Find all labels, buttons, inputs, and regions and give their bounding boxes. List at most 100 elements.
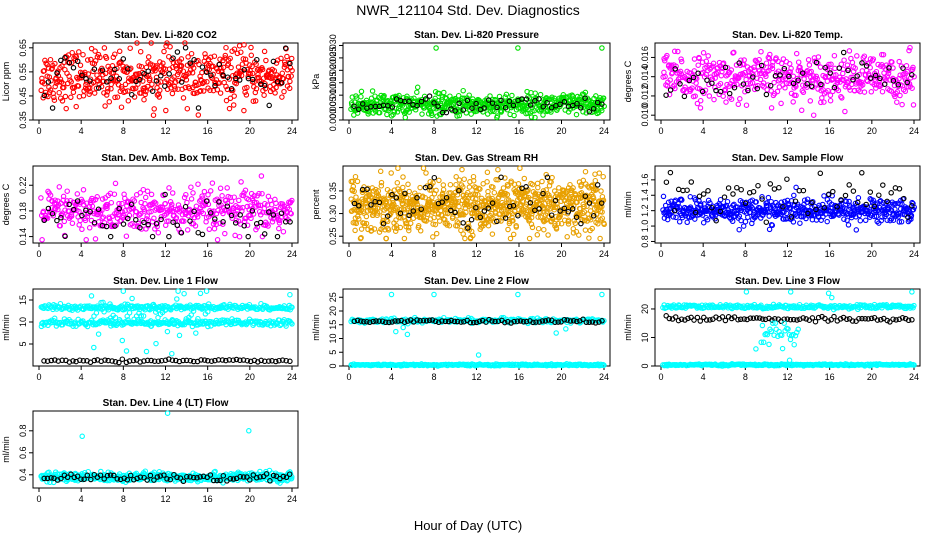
data-point xyxy=(358,93,364,100)
data-point xyxy=(154,223,160,230)
data-point xyxy=(54,70,60,76)
data-point xyxy=(174,71,181,78)
data-point xyxy=(430,180,436,186)
data-point xyxy=(106,99,113,105)
data-points xyxy=(348,165,607,242)
data-point xyxy=(890,78,897,84)
data-point xyxy=(125,215,131,222)
data-point xyxy=(153,340,159,347)
data-point xyxy=(429,112,435,119)
data-point xyxy=(100,214,107,220)
data-point xyxy=(68,94,74,101)
data-point xyxy=(380,220,387,227)
data-point xyxy=(141,71,147,77)
data-point xyxy=(529,181,536,188)
data-point xyxy=(737,96,743,102)
data-point xyxy=(388,210,394,216)
x-tick-label: 4 xyxy=(79,126,84,136)
data-point xyxy=(697,105,704,111)
data-point xyxy=(103,319,109,326)
data-point xyxy=(443,109,450,116)
data-points xyxy=(348,291,607,369)
data-point xyxy=(217,185,224,192)
data-point xyxy=(240,56,247,62)
data-point xyxy=(66,59,73,66)
data-point xyxy=(745,85,751,92)
x-tick-label: 16 xyxy=(203,372,213,382)
data-point xyxy=(898,219,905,225)
data-point xyxy=(105,85,111,92)
data-point xyxy=(74,191,81,197)
data-point xyxy=(192,223,199,229)
data-point xyxy=(580,109,586,115)
data-point xyxy=(510,217,516,224)
data-point xyxy=(286,85,293,92)
data-point xyxy=(460,184,466,190)
data-point xyxy=(228,212,235,219)
data-point xyxy=(862,217,869,224)
y-tick-label: 0.010 xyxy=(328,84,338,107)
data-point xyxy=(181,194,188,201)
y-tick-label: 1.2 xyxy=(640,204,650,217)
data-point xyxy=(254,56,260,63)
data-point xyxy=(262,85,269,92)
data-point xyxy=(116,205,122,212)
data-point xyxy=(498,174,504,181)
data-point xyxy=(227,55,233,62)
data-point xyxy=(910,64,916,71)
data-point xyxy=(49,210,56,217)
data-point xyxy=(160,60,166,67)
data-point xyxy=(577,206,583,212)
data-point xyxy=(73,103,79,110)
data-point xyxy=(255,202,262,209)
data-point xyxy=(188,196,195,202)
data-point xyxy=(162,83,168,89)
data-point xyxy=(744,80,750,87)
x-tick-label: 0 xyxy=(346,249,351,259)
data-point xyxy=(62,201,69,207)
data-point xyxy=(351,103,357,109)
data-point xyxy=(397,210,404,217)
data-point xyxy=(190,308,197,314)
data-point xyxy=(814,76,820,82)
data-point xyxy=(528,221,535,227)
data-point xyxy=(197,290,204,297)
data-point xyxy=(821,205,827,211)
data-point xyxy=(598,188,604,194)
data-point xyxy=(906,47,912,54)
data-point xyxy=(896,186,903,192)
data-point xyxy=(212,357,218,364)
data-point xyxy=(827,97,834,104)
data-point xyxy=(92,48,98,54)
data-point xyxy=(91,219,98,226)
y-tick-label: 0.22 xyxy=(18,176,28,194)
x-tick-label: 4 xyxy=(389,372,394,382)
data-point xyxy=(276,220,283,226)
data-point xyxy=(394,180,401,186)
data-point xyxy=(569,206,576,212)
data-point xyxy=(228,198,235,204)
x-tick-label: 20 xyxy=(867,249,877,259)
data-point xyxy=(709,204,715,211)
data-point xyxy=(468,111,474,117)
data-point xyxy=(907,75,914,81)
data-point xyxy=(84,200,90,206)
data-points xyxy=(38,173,295,243)
y-tick-label: 0 xyxy=(328,363,338,368)
data-point xyxy=(154,85,160,91)
data-point xyxy=(736,213,743,219)
data-point xyxy=(91,66,98,72)
data-point xyxy=(187,218,193,224)
data-points xyxy=(38,288,295,366)
y-tick-label: 1.4 xyxy=(640,189,650,202)
data-point xyxy=(88,293,95,299)
data-point xyxy=(731,84,738,91)
data-point xyxy=(573,214,580,221)
x-tick-label: 24 xyxy=(287,372,297,382)
data-point xyxy=(363,220,370,227)
data-point xyxy=(427,183,433,190)
data-point xyxy=(273,200,279,206)
data-point xyxy=(99,207,105,213)
